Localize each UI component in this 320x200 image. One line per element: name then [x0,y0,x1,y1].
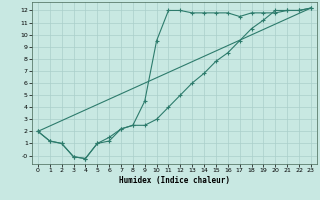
X-axis label: Humidex (Indice chaleur): Humidex (Indice chaleur) [119,176,230,185]
